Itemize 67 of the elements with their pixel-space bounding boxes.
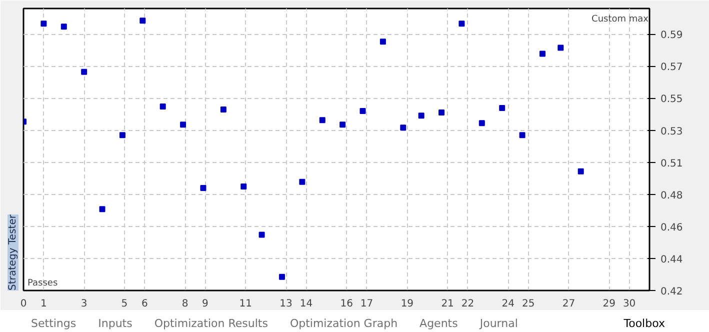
point (278, 274, 285, 280)
point (160, 104, 166, 110)
point (240, 183, 247, 190)
y-tick-label: 0.59 (660, 30, 683, 42)
x-tick-label: 11 (239, 298, 252, 310)
point (319, 117, 326, 124)
y-tick-label: 0.42 (660, 286, 683, 298)
point (119, 132, 126, 138)
x-tick-label: 9 (202, 298, 208, 310)
x-axis-title: Passes (28, 278, 58, 288)
x-tick-label: 17 (360, 298, 374, 310)
x-tick-label: 27 (562, 298, 576, 310)
y-tick-label: 0.53 (660, 126, 683, 138)
point (99, 206, 106, 212)
text: Journal (480, 317, 518, 330)
text: Strategy Tester (8, 214, 18, 290)
text: Toolbox (624, 316, 665, 332)
x-tick-label: 5 (121, 298, 128, 310)
x-tick-label: 1 (40, 298, 47, 310)
point (499, 105, 506, 112)
y-tick-label: 0.46 (660, 222, 683, 234)
point (200, 184, 206, 191)
point (458, 20, 465, 27)
x-tick-label: 22 (461, 298, 474, 310)
point (220, 106, 226, 113)
x-tick-label: 24 (502, 298, 515, 310)
point (438, 110, 445, 116)
x-tick-label: 19 (400, 298, 414, 310)
x-tick-label: 3 (80, 298, 88, 310)
text: Optimization Results (154, 317, 268, 330)
point (360, 108, 366, 114)
point (539, 50, 546, 57)
y-tick-label: 0.44 (660, 254, 683, 266)
point (380, 38, 386, 45)
x-tick-label: 16 (340, 298, 353, 310)
point (40, 20, 47, 27)
point (180, 122, 186, 128)
text: Optimization Graph (290, 317, 398, 330)
point (519, 132, 526, 138)
x-tick-label: 13 (280, 298, 292, 310)
x-tick-label: 14 (300, 298, 313, 310)
point (81, 68, 88, 75)
point (299, 178, 306, 185)
x-tick-label: 8 (182, 298, 188, 310)
y-tick-label: 0.51 (660, 158, 683, 170)
y-tick-label: 0.55 (660, 94, 683, 106)
point (400, 124, 406, 131)
point (478, 120, 485, 126)
text: Agents (420, 317, 458, 330)
x-tick-label: 6 (141, 298, 148, 310)
point (258, 232, 265, 238)
point (340, 122, 346, 128)
y-tick-label: 0.57 (660, 62, 683, 74)
point (60, 24, 67, 30)
point (418, 112, 424, 119)
x-tick-label: 29 (602, 298, 616, 310)
x-tick-label: 30 (622, 298, 636, 310)
x-tick-label: 21 (441, 298, 454, 310)
y-tick-label: 0.48 (660, 190, 683, 202)
point (140, 18, 146, 24)
y-axis-title: Custom max (592, 14, 650, 24)
point (578, 168, 584, 174)
text: Inputs (98, 317, 132, 330)
text: Settings (31, 317, 76, 330)
x-tick-label: 0 (20, 298, 27, 310)
x-tick-label: 25 (522, 298, 535, 310)
point (558, 44, 564, 51)
